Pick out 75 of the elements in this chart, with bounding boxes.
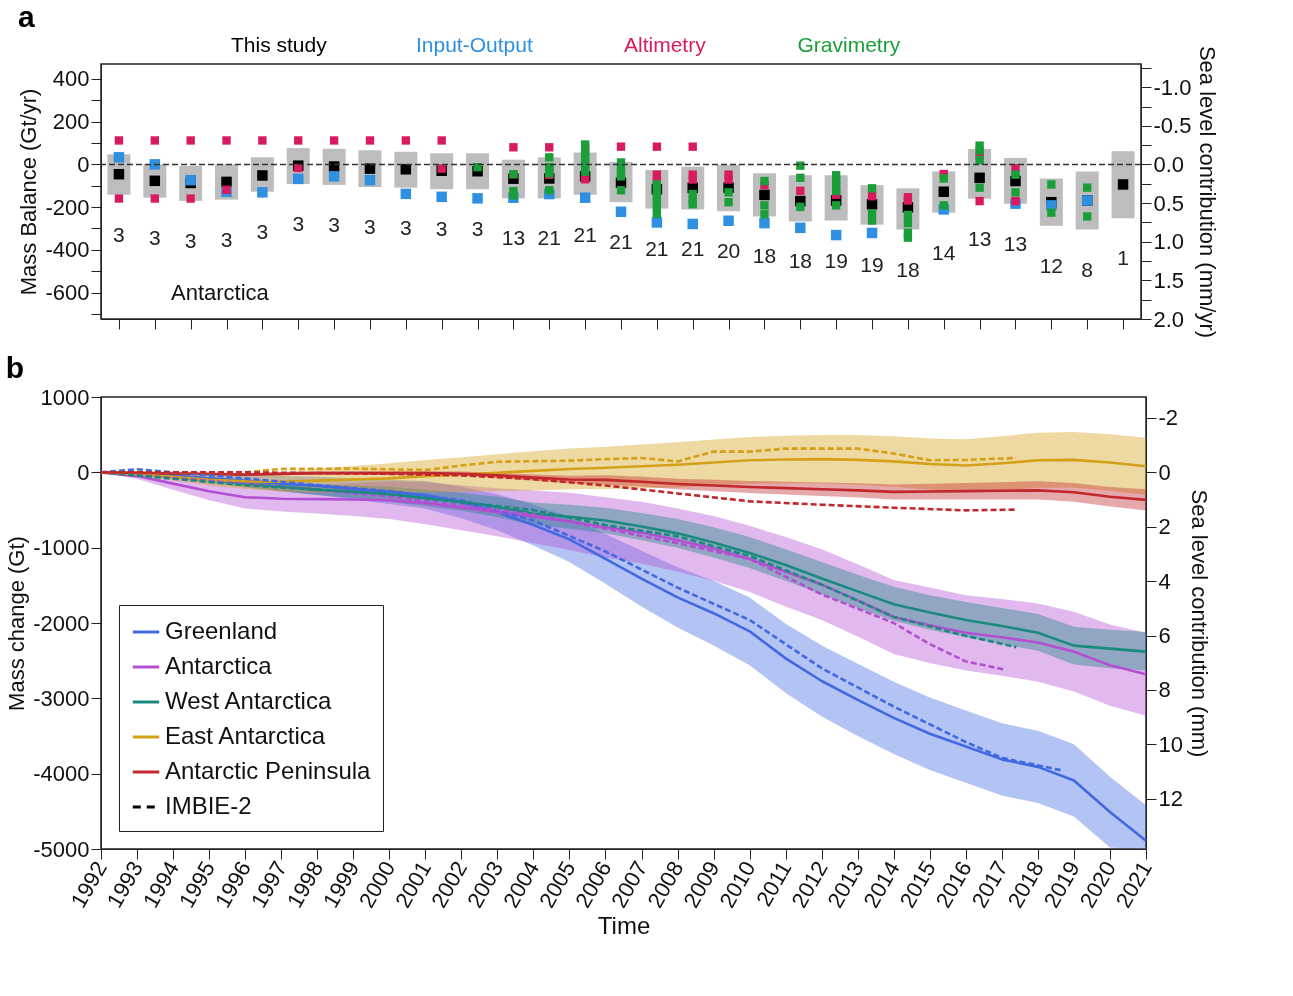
x-axis-title: Time [597, 912, 651, 940]
y-tick-label: 400 [52, 66, 90, 92]
chart-title: b [5, 351, 25, 384]
y2-tick-label: 2 [1158, 514, 1171, 540]
y-tick-label: -400 [45, 237, 90, 263]
text: Input-Output [416, 33, 533, 56]
y2-tick-label: 0 [1158, 459, 1171, 485]
annotation: 3 [435, 217, 448, 241]
y2-tick-label: 12 [1158, 786, 1183, 812]
annotation: 3 [471, 217, 484, 241]
annotation: 14 [932, 240, 956, 264]
legend-label: East Antarctica [165, 722, 326, 749]
y2-tick-label: -1.0 [1153, 74, 1192, 100]
y-tick-label: -2000 [33, 610, 90, 636]
text: This study [231, 33, 328, 56]
y2-tick-label: 4 [1158, 568, 1171, 594]
annotation: 13 [967, 226, 992, 250]
y2-axis-title: Sea level contribution (mm) [1186, 489, 1212, 758]
legend-label: West Antarctica [165, 687, 332, 714]
annotation: 13 [501, 226, 526, 250]
annotation: IMBIE-2 [165, 792, 252, 819]
y-tick-label: -200 [45, 194, 90, 220]
legend-label: Greenland [165, 617, 278, 644]
annotation: 21 [609, 230, 633, 254]
annotation: 21 [573, 222, 597, 246]
annotation: 3 [220, 227, 233, 251]
y-axis-title: Mass change (Gt) [4, 536, 30, 711]
annotation: 1 [1117, 246, 1129, 270]
y2-tick-label: 1.0 [1153, 229, 1185, 255]
y-tick-label: -600 [45, 280, 90, 306]
annotation: 21 [537, 226, 561, 250]
legend-label: Antarctica [165, 652, 273, 679]
text: Gravimetry [797, 33, 901, 56]
annotation: 19 [860, 252, 884, 276]
annotation: 13 [1003, 231, 1028, 255]
annotation: 3 [364, 215, 376, 239]
annotation: 19 [824, 248, 848, 272]
y2-tick-label: -0.5 [1153, 113, 1192, 139]
chart-title: a [17, 0, 35, 33]
annotation: 18 [788, 249, 812, 273]
y-tick-label: -1000 [33, 535, 90, 561]
annotation: 18 [896, 257, 920, 281]
y-tick-label: 0 [77, 459, 90, 485]
y2-tick-label: 0.5 [1153, 190, 1185, 216]
annotation: 3 [148, 225, 161, 249]
annotation: 21 [681, 237, 705, 261]
y2-tick-label: 0.0 [1153, 151, 1185, 177]
text: Altimetry [624, 33, 707, 56]
y-tick-label: -3000 [33, 685, 90, 711]
y2-tick-label: 2.0 [1153, 306, 1185, 332]
annotation: 3 [292, 212, 305, 236]
annotation: 3 [328, 212, 340, 236]
y2-tick-label: 8 [1158, 677, 1171, 703]
y-tick-label: 200 [52, 109, 90, 135]
y-tick-label: 0 [77, 151, 90, 177]
y-tick-label: -5000 [33, 836, 90, 862]
annotation: 3 [184, 228, 197, 252]
annotation: 3 [113, 222, 125, 246]
annotation: Antarctica [171, 280, 270, 305]
y2-axis-title: Sea level contribution (mm/yr) [1195, 45, 1221, 339]
y-tick-label: -4000 [33, 761, 90, 787]
y2-tick-label: 6 [1158, 623, 1171, 649]
legend-label: Antarctic Peninsula [165, 757, 372, 784]
annotation: 8 [1081, 257, 1094, 281]
annotation: 3 [399, 215, 412, 239]
annotation: 3 [256, 219, 269, 243]
y2-tick-label: 1.5 [1153, 267, 1185, 293]
annotation: 18 [752, 244, 777, 268]
y-axis-title: Mass Balance (Gt/yr) [16, 88, 42, 296]
annotation: 21 [645, 236, 669, 260]
annotation: 20 [716, 239, 741, 263]
y2-tick-label: -2 [1158, 405, 1179, 431]
y-tick-label: 1000 [40, 384, 90, 410]
annotation: 12 [1039, 253, 1064, 277]
y2-tick-label: 10 [1158, 731, 1183, 757]
